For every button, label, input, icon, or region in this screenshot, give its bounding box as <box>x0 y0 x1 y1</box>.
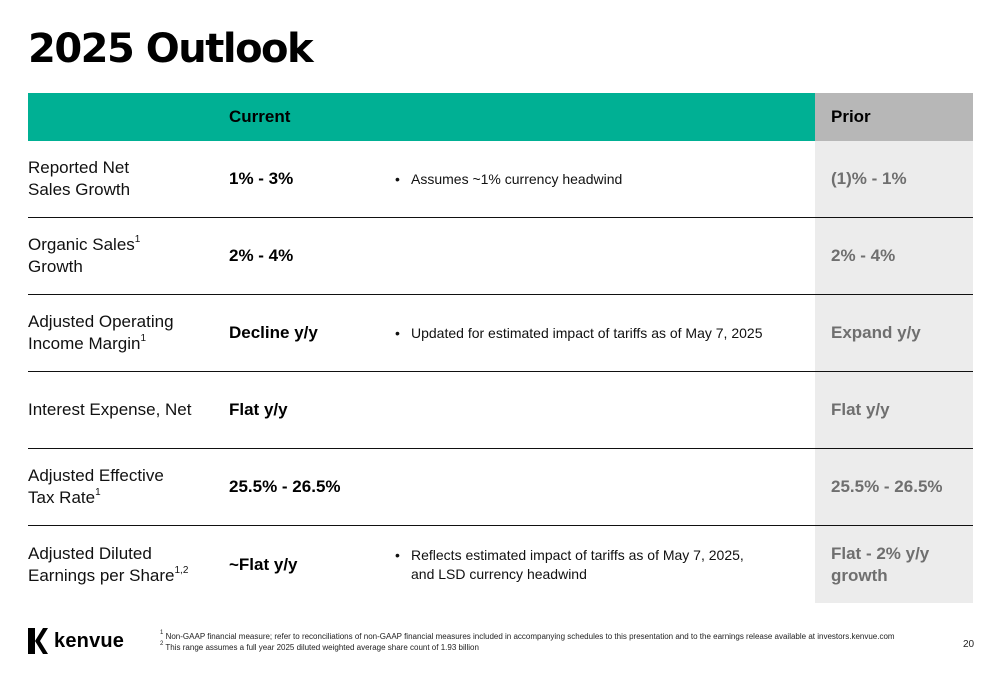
logo-wordmark: kenvue <box>54 629 125 652</box>
footnote-marker: 1 <box>140 333 146 345</box>
table-row: Adjusted Diluted Earnings per Share1,2 ~F… <box>28 526 973 603</box>
metric-line2: Earnings per Share <box>28 565 175 585</box>
page-number: 20 <box>963 639 975 650</box>
metric-label: Adjusted Diluted Earnings per Share1,2 <box>28 526 229 603</box>
bullet-icon: • <box>395 324 400 341</box>
prior-value: (1)% - 1% <box>815 141 973 217</box>
prior-value: Expand y/y <box>815 295 973 371</box>
metric-line1: Adjusted Effective <box>28 466 164 485</box>
note <box>395 372 815 448</box>
metric-label: Adjusted Effective Tax Rate1 <box>28 449 229 525</box>
header-prior: Prior <box>815 93 973 141</box>
footnote-2-marker: 2 <box>160 641 164 648</box>
footnote-1-marker: 1 <box>160 630 164 637</box>
note-line1: Updated for estimated impact of tariffs … <box>411 324 763 341</box>
current-value: Decline y/y <box>229 323 318 342</box>
kenvue-k-icon <box>28 628 48 654</box>
prior-value: 2% - 4% <box>815 218 973 294</box>
footnote-2-text: This range assumes a full year 2025 dilu… <box>165 643 479 652</box>
metric-line2: Sales Growth <box>28 180 131 199</box>
metric-line2: Growth <box>28 257 83 276</box>
metric-label: Reported Net Sales Growth <box>28 141 229 217</box>
table-row: Adjusted Effective Tax Rate1 25.5% - 26.5… <box>28 449 973 526</box>
note-line1: Assumes ~1% currency headwind <box>411 170 623 187</box>
table-row: Organic Sales1 Growth 2% - 4% 2% - 4% <box>28 218 973 295</box>
prior-line1: Flat - 2% y/y <box>831 543 930 563</box>
metric-line2: Income Margin <box>28 334 141 353</box>
header-current: Current <box>28 93 815 141</box>
note: • Reflects estimated impact of tariffs as… <box>395 526 815 603</box>
kenvue-logo: kenvue <box>28 628 124 654</box>
note <box>395 218 815 294</box>
footnote-marker: 1 <box>134 234 141 246</box>
metric-line2: Tax Rate <box>28 488 96 507</box>
outlook-table: Current Prior Reported Net Sales Growth 1… <box>28 93 973 603</box>
footnotes: 1 Non-GAAP financial measure; refer to r… <box>160 630 950 653</box>
prior-line2: growth <box>831 565 888 585</box>
current-value: ~Flat y/y <box>229 554 298 574</box>
prior-value: 25.5% - 26.5% <box>815 449 973 525</box>
bullet-icon: • <box>395 546 400 563</box>
metric-line1: Interest Expense, Net <box>28 400 192 419</box>
table-row: Adjusted Operating Income Margin1 Decline… <box>28 295 973 372</box>
prior-value: Flat - 2% y/y growth <box>815 526 973 603</box>
metric-label: Organic Sales1 Growth <box>28 218 229 294</box>
metric-label: Adjusted Operating Income Margin1 <box>28 295 229 371</box>
footnote-marker: 1 <box>95 487 101 499</box>
footnote-marker: 1,2 <box>174 564 189 576</box>
current-value: 25.5% - 26.5% <box>229 477 341 496</box>
metric-line1: Adjusted Diluted <box>28 543 152 563</box>
current-value: Flat y/y <box>229 400 288 419</box>
note-line2: and LSD currency headwind <box>411 565 587 582</box>
metric-label: Interest Expense, Net <box>28 372 229 448</box>
note: • Updated for estimated impact of tariffs… <box>395 295 815 371</box>
bullet-icon: • <box>395 170 400 187</box>
note-line1: Reflects estimated impact of tariffs as … <box>411 546 744 563</box>
footnote-1: 1 Non-GAAP financial measure; refer to r… <box>160 630 950 642</box>
note: • Assumes ~1% currency headwind <box>395 141 815 217</box>
footnote-2: 2 This range assumes a full year 2025 di… <box>160 641 950 653</box>
metric-line1: Adjusted Operating <box>28 312 174 331</box>
table-row: Reported Net Sales Growth 1% - 3% • Assume… <box>28 141 973 218</box>
table-header: Current Prior <box>28 93 973 141</box>
current-value: 2% - 4% <box>229 246 294 265</box>
metric-line1: Organic Sales <box>28 235 135 254</box>
prior-value: Flat y/y <box>815 372 973 448</box>
page-title: 2025 Outlook <box>28 26 314 72</box>
note <box>395 449 815 525</box>
table-row: Interest Expense, Net Flat y/y Flat y/y <box>28 372 973 449</box>
current-value: 1% - 3% <box>229 169 294 188</box>
footnote-1-text: Non-GAAP financial measure; refer to rec… <box>165 632 895 641</box>
metric-line1: Reported Net <box>28 158 130 177</box>
